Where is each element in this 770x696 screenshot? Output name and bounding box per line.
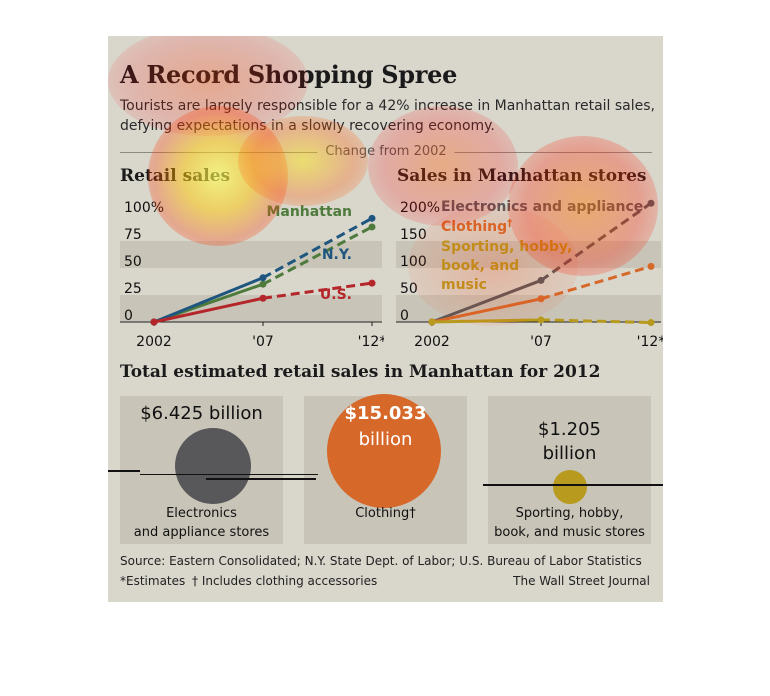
clothing-bubble <box>327 394 441 508</box>
estimates-note: *Estimates <box>120 574 186 588</box>
subtitle: Tourists are largely responsible for a 4… <box>120 98 655 134</box>
source-note: Source: Eastern Consolidated; N.Y. State… <box>120 554 642 568</box>
ink-stroke <box>108 470 140 472</box>
data-point <box>537 295 545 303</box>
sporting-amount-unit: billion <box>542 443 597 464</box>
infographic-panel: A Record Shopping Spree Tourists are lar… <box>108 36 663 602</box>
electronics-tile: $6.425 billion Electronics and appliance… <box>120 396 283 544</box>
series-label-mark: † <box>507 218 512 229</box>
clothing-amount: $15.033 <box>344 403 427 424</box>
clothing-amount-unit: billion <box>358 429 413 450</box>
electronics-caption-line-2: and appliance stores <box>133 525 270 540</box>
x-tick-label: '07 <box>530 334 552 350</box>
clothing-tile: $15.033 billion Clothing† <box>304 394 467 544</box>
sporting-amount-value: $1.205 <box>538 419 601 440</box>
series-label: Electronics and appliance <box>441 199 643 215</box>
sporting-amount: $1.205 billion <box>488 418 651 466</box>
series-label: Sporting, hobby, <box>441 239 572 255</box>
data-point <box>428 318 436 326</box>
change-label: Change from 2002 <box>317 144 455 159</box>
y-tick-label: 75 <box>124 227 142 243</box>
series-line-dashed <box>262 217 373 280</box>
series-line-solid <box>430 318 543 324</box>
clothing-caption: Clothing† <box>355 506 416 521</box>
grid-band <box>396 241 661 268</box>
y-tick-label: 0 <box>400 308 409 324</box>
series-line-dashed <box>262 281 373 300</box>
series-line-dashed <box>540 201 652 282</box>
series-line-dashed <box>540 318 652 325</box>
y-tick-label: 25 <box>124 281 142 297</box>
ink-stroke <box>483 484 663 486</box>
dagger-note: † Includes clothing accessories <box>192 574 378 588</box>
data-point <box>368 279 376 287</box>
data-point <box>150 318 158 326</box>
totals-heading: Total estimated retail sales in Manhatta… <box>120 362 601 382</box>
y-tick-label: 50 <box>124 254 142 270</box>
y-tick-label: 150 <box>400 227 427 243</box>
sporting-caption: Sporting, hobby, book, and music stores <box>488 504 651 542</box>
data-point <box>647 262 655 270</box>
series-line-solid <box>430 297 543 324</box>
page-title: A Record Shopping Spree <box>120 60 458 89</box>
electronics-amount: $6.425 billion <box>140 403 263 424</box>
series-line-dashed <box>540 264 652 301</box>
x-tick-label: 2002 <box>136 334 172 350</box>
sporting-caption-line-2: book, and music stores <box>494 525 645 540</box>
data-point <box>537 316 545 324</box>
y-tick-label: 50 <box>400 281 418 297</box>
y-tick-label: 200% <box>400 200 440 216</box>
ink-stroke <box>140 474 318 475</box>
series-label: book, and <box>441 258 519 274</box>
y-tick-label: 100% <box>124 200 164 216</box>
manhattan-stores-heading: Sales in Manhattan stores <box>397 166 647 186</box>
y-tick-label: 0 <box>124 308 133 324</box>
change-from-2002-rule: Change from 2002 <box>120 144 652 160</box>
x-tick-label: 2002 <box>414 334 450 350</box>
electronics-caption: Electronics and appliance stores <box>120 504 283 542</box>
data-point <box>368 214 376 222</box>
data-point <box>647 319 655 327</box>
series-label: Manhattan <box>266 204 352 220</box>
series-line-dashed <box>262 225 373 286</box>
electronics-bubble <box>175 428 251 504</box>
publisher-credit: The Wall Street Journal <box>513 574 650 588</box>
retail-sales-heading: Retail sales <box>120 166 231 186</box>
series-line-solid <box>152 296 265 324</box>
ink-stroke <box>206 478 316 480</box>
data-point <box>259 280 267 288</box>
series-label: U.S. <box>320 287 352 303</box>
grid-band <box>396 295 661 322</box>
data-point <box>259 274 267 282</box>
sporting-tile: $1.205 billion Sporting, hobby, book, an… <box>488 396 651 544</box>
x-tick-label: '12* <box>637 334 663 350</box>
sporting-bubble <box>553 470 587 504</box>
x-tick-label: '12* <box>358 334 384 350</box>
x-tick-label: '07 <box>252 334 274 350</box>
series-line-solid <box>430 278 543 324</box>
data-point <box>537 276 545 284</box>
sporting-caption-line-1: Sporting, hobby, <box>515 506 624 521</box>
manhattan-stores-chart: 200% 150 100 50 0 2002 '07 '12* Electronics and … <box>396 199 663 350</box>
series-label: N.Y. <box>322 247 352 263</box>
y-tick-label: 100 <box>400 254 427 270</box>
data-point <box>259 294 267 302</box>
electronics-caption-line-1: Electronics <box>166 506 237 521</box>
data-point <box>368 223 376 231</box>
series-label: music <box>441 277 487 293</box>
series-label: Clothing† <box>441 218 512 235</box>
data-point <box>647 199 655 207</box>
series-line-solid <box>152 276 265 324</box>
